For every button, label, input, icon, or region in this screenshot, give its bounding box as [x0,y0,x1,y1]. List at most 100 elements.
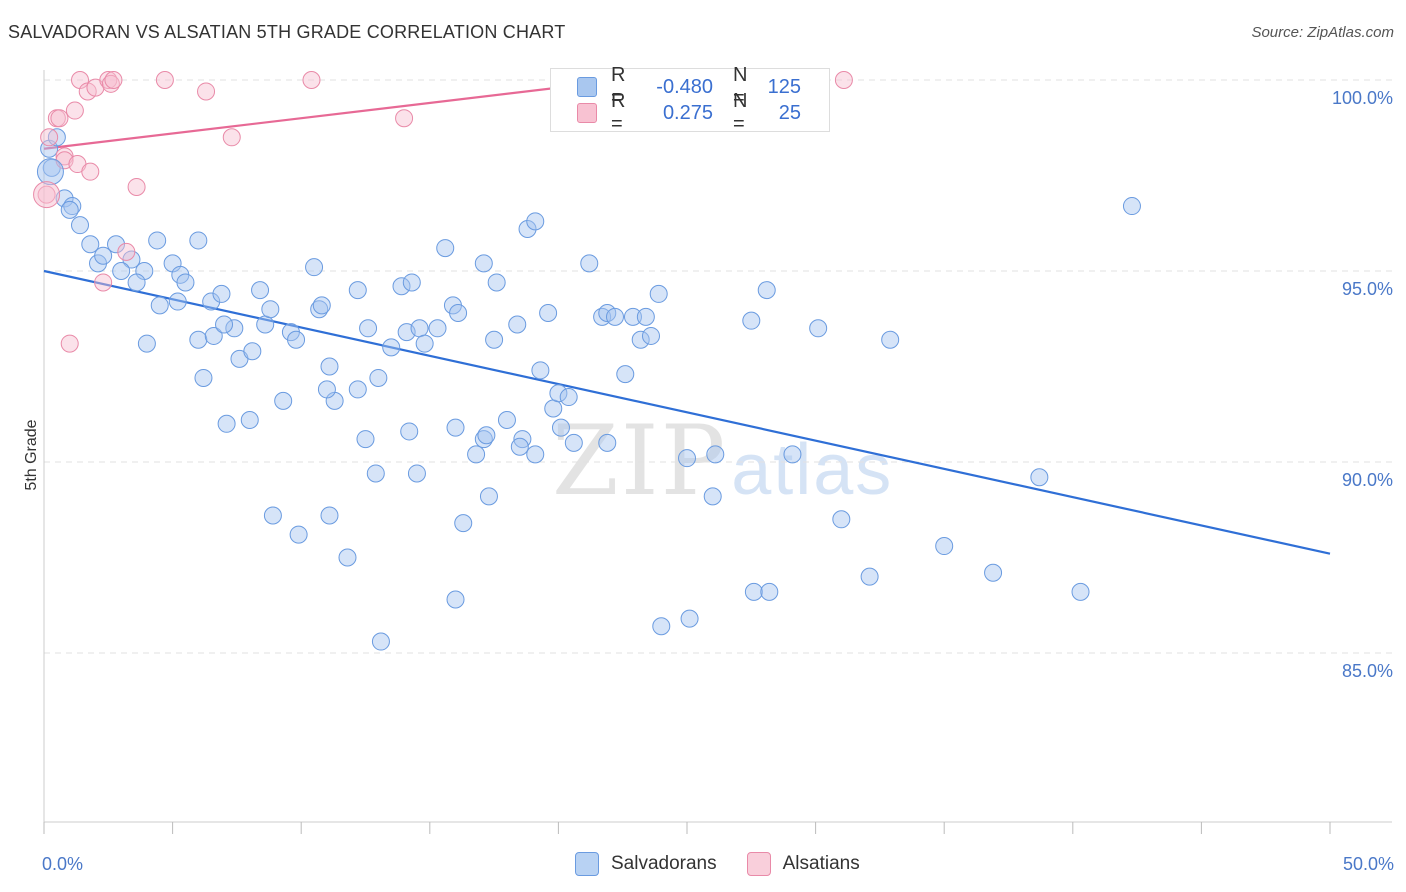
point-salvadorans [137,334,156,353]
point-salvadorans [407,464,426,483]
point-cluster [33,181,61,209]
point-salvadorans [189,231,208,250]
point-salvadorans [256,315,275,334]
point-salvadorans [487,273,506,292]
point-alsatians [197,82,216,101]
axis-labels: 100.0% 95.0% 90.0% 85.0% 0.0% 50.0% 5th Grade [23,88,1394,874]
point-salvadorans [539,304,558,323]
point-salvadorans [94,246,113,265]
point-salvadorans [757,281,776,300]
legend-label-salvadorans: Salvadorans [611,853,717,874]
point-salvadorans [508,315,527,334]
point-salvadorans [194,368,213,387]
point-salvadorans [446,590,465,609]
point-salvadorans [549,384,568,403]
point-salvadorans [348,380,367,399]
point-salvadorans [454,514,473,533]
data-points [33,71,1141,651]
legend-row-alsatians: R = 0.275 N = 25 [577,90,801,135]
watermark: ZIPatlas [552,405,893,517]
point-salvadorans [320,357,339,376]
point-salvadorans [382,338,401,357]
y-tick-label: 90.0% [1342,470,1393,490]
point-alsatians [834,71,853,89]
point-salvadorans [598,433,617,452]
legend-r-label: R = [611,90,626,135]
point-salvadorans [263,506,282,525]
watermark-atlas: atlas [731,430,894,510]
point-salvadorans [479,487,498,506]
point-salvadorans [305,258,324,277]
y-tick-label: 85.0% [1342,661,1393,681]
point-salvadorans [436,239,455,258]
point-salvadorans [531,361,550,380]
legend-item-salvadorans[interactable]: Salvadorans [575,852,717,876]
point-salvadorans [485,330,504,349]
legend-item-alsatians[interactable]: Alsatians [746,852,860,876]
point-salvadorans [510,437,529,456]
point-salvadorans [860,567,879,586]
point-alsatians [127,177,146,196]
point-salvadorans [369,368,388,387]
legend-r-label: R = [611,64,626,109]
legend-r-value: 0.275 [662,101,713,124]
legend-row-salvadorans: R = -0.480 N = 125 [577,64,801,109]
point-salvadorans [1030,468,1049,487]
point-salvadorans [1071,582,1090,601]
point-salvadorans [809,319,828,338]
point-salvadorans [217,414,236,433]
point-salvadorans [641,326,660,345]
point-salvadorans [783,445,802,464]
point-salvadorans [559,388,578,407]
point-salvadorans [402,273,421,292]
point-salvadorans [287,330,306,349]
point-salvadorans [467,445,486,464]
point-salvadorans [518,219,537,238]
point-salvadorans [400,422,419,441]
point-alsatians [50,109,69,128]
y-tick-label: 100.0% [1332,88,1393,108]
point-salvadorans [526,445,545,464]
point-salvadorans [706,445,725,464]
point-salvadorans [680,609,699,628]
legend-n-label: N = [733,90,748,135]
point-salvadorans [215,315,234,334]
point-salvadorans [251,281,270,300]
point-alsatians [65,101,84,120]
point-salvadorans [317,380,336,399]
point-salvadorans [243,342,262,361]
legend-n-value: 25 [778,101,801,124]
point-salvadorans [649,284,668,303]
point-salvadorans [652,617,671,636]
point-alsatians [104,71,123,89]
point-salvadorans [392,277,411,296]
point-salvadorans [150,296,169,315]
point-salvadorans [832,510,851,529]
point-salvadorans [760,582,779,601]
point-alsatians [155,71,174,89]
point-salvadorans [497,410,516,429]
stats-legend: R = -0.480 N = 125 R = 0.275 N = 25 [550,64,830,135]
point-salvadorans [410,319,429,338]
point-alsatians [94,273,113,292]
point-salvadorans [312,296,331,315]
point-salvadorans [742,311,761,330]
point-salvadorans [616,365,635,384]
point-salvadorans [338,548,357,567]
point-salvadorans [366,464,385,483]
point-salvadorans [678,449,696,468]
point-salvadorans [703,487,722,506]
point-salvadorans [212,284,231,303]
point-salvadorans [274,391,293,410]
point-salvadorans [984,563,1003,582]
y-axis-label: 5th Grade [23,419,40,490]
point-salvadorans [580,254,599,273]
point-salvadorans [636,307,655,326]
point-salvadorans [477,426,496,445]
chart-title: SALVADORAN VS ALSATIAN 5TH GRADE CORRELA… [8,22,566,42]
series-salvadorans [40,128,1141,651]
point-salvadorans [320,506,339,525]
point-salvadorans [168,292,187,311]
source-credit: Source: ZipAtlas.com [1251,24,1394,41]
